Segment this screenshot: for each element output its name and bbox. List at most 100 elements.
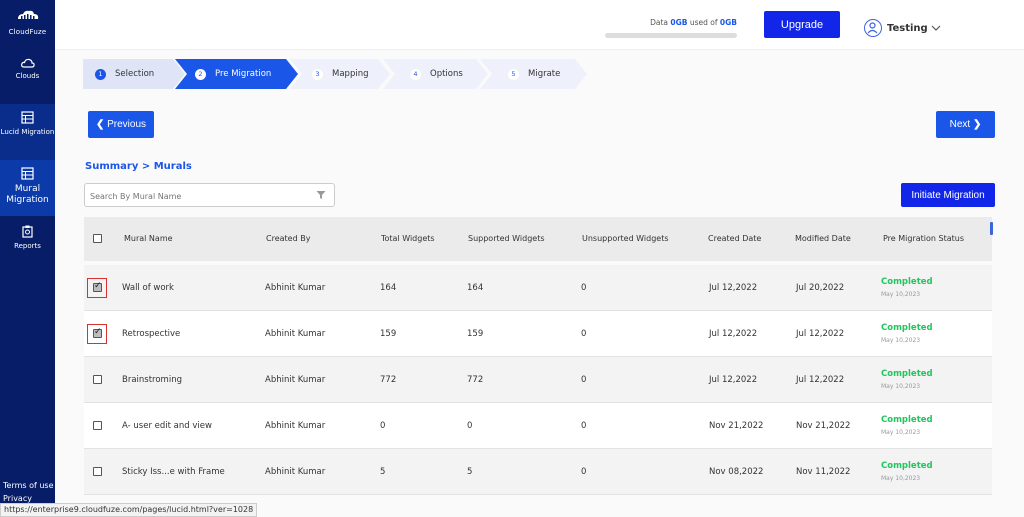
sidebar-item-label: Lucid Migration <box>0 128 55 136</box>
row-checkbox[interactable] <box>93 327 102 338</box>
step-number: 5 <box>508 68 519 80</box>
mural-name[interactable]: Sticky Iss...e with Frame <box>122 467 225 477</box>
row-checkbox[interactable] <box>93 421 102 430</box>
scrollbar-thumb[interactable] <box>990 222 993 235</box>
brand-logo[interactable]: CloudFuze <box>0 8 55 36</box>
column-header[interactable]: Pre Migration Status <box>883 234 965 243</box>
table-row[interactable]: Sticky Iss...e with Frame Abhinit Kumar … <box>84 449 992 495</box>
previous-button[interactable]: ❮ Previous <box>88 111 154 138</box>
initiate-migration-button[interactable]: Initiate Migration <box>901 183 995 207</box>
modified-date: Jul 12,2022 <box>796 375 845 385</box>
created-by: Abhinit Kumar <box>265 421 326 431</box>
select-all-checkbox[interactable] <box>93 234 102 243</box>
unsupported-widgets: 0 <box>581 375 587 385</box>
status: Completed May 10,2023 <box>881 277 933 298</box>
chevron-left-icon: ❮ <box>95 119 105 130</box>
sidebar-item-mural-migration[interactable]: Mural Migration <box>0 160 55 216</box>
board-icon <box>21 111 34 124</box>
row-checkbox[interactable] <box>93 375 102 384</box>
row-checkbox[interactable] <box>93 281 102 292</box>
status-date: May 10,2023 <box>881 429 921 436</box>
sidebar-item-lucid-migration[interactable]: Lucid Migration <box>0 104 55 160</box>
terms-link[interactable]: Terms of use <box>3 481 54 490</box>
table-row[interactable]: Wall of work Abhinit Kumar 164 164 0 Jul… <box>84 265 992 311</box>
table-row[interactable]: A- user edit and view Abhinit Kumar 0 0 … <box>84 403 992 449</box>
mural-name[interactable]: A- user edit and view <box>122 421 212 431</box>
supported-widgets: 0 <box>467 421 473 431</box>
table-row[interactable]: Retrospective Abhinit Kumar 159 159 0 Ju… <box>84 311 992 357</box>
step-label: Options <box>430 69 463 79</box>
status-date: May 10,2023 <box>881 475 921 482</box>
status-label: Completed <box>881 277 933 287</box>
upgrade-button[interactable]: Upgrade <box>764 11 840 38</box>
status: Completed May 10,2023 <box>881 461 933 482</box>
column-header[interactable]: Unsupported Widgets <box>582 234 669 243</box>
supported-widgets: 164 <box>467 283 484 293</box>
step-label: Mapping <box>332 69 369 79</box>
created-date: Nov 21,2022 <box>709 421 764 431</box>
created-by: Abhinit Kumar <box>265 467 326 477</box>
total-widgets: 0 <box>380 421 386 431</box>
user-name: Testing <box>887 22 928 34</box>
modified-date: Nov 11,2022 <box>796 467 851 477</box>
mural-name[interactable]: Wall of work <box>122 283 174 293</box>
sidebar-item-label: Mural Migration <box>6 184 49 205</box>
column-header[interactable]: Modified Date <box>795 234 851 243</box>
next-button[interactable]: Next ❯ <box>936 111 995 138</box>
clipboard-icon <box>22 225 33 238</box>
unsupported-widgets: 0 <box>581 421 587 431</box>
status-date: May 10,2023 <box>881 337 921 344</box>
usage-progress-bar <box>605 33 737 38</box>
data-usage-text: Data 0GB used of 0GB <box>605 18 737 27</box>
usage-used: 0GB <box>670 18 688 27</box>
created-date: Jul 12,2022 <box>709 375 758 385</box>
sidebar-item-reports[interactable]: Reports <box>0 225 55 255</box>
step-label: Migrate <box>528 69 561 79</box>
modified-date: Jul 20,2022 <box>796 283 845 293</box>
next-label: Next <box>949 119 971 130</box>
status-date: May 10,2023 <box>881 291 921 298</box>
header-gap <box>84 261 992 265</box>
status: Completed May 10,2023 <box>881 369 933 390</box>
step-migrate[interactable]: 5 Migrate <box>508 59 560 89</box>
unsupported-widgets: 0 <box>581 467 587 477</box>
breadcrumb[interactable]: Summary > Murals <box>85 161 192 172</box>
column-header[interactable]: Mural Name <box>124 234 173 243</box>
column-header[interactable]: Total Widgets <box>381 234 435 243</box>
chevron-down-icon <box>931 25 941 31</box>
user-menu[interactable]: Testing <box>864 18 941 38</box>
total-widgets: 159 <box>380 329 397 339</box>
top-bar <box>55 0 1024 50</box>
row-checkbox[interactable] <box>93 467 102 476</box>
column-header[interactable]: Created Date <box>708 234 762 243</box>
column-header[interactable]: Supported Widgets <box>468 234 545 243</box>
step-pre-migration[interactable]: 2 Pre Migration <box>195 59 271 89</box>
mural-name[interactable]: Brainstroming <box>122 375 182 385</box>
previous-label: Previous <box>107 119 147 130</box>
status-date: May 10,2023 <box>881 383 921 390</box>
created-by: Abhinit Kumar <box>265 283 326 293</box>
filter-icon[interactable] <box>316 190 326 200</box>
step-mapping[interactable]: 3 Mapping <box>312 59 368 89</box>
mural-name[interactable]: Retrospective <box>122 329 181 339</box>
selection-highlight <box>87 324 107 344</box>
search-box[interactable] <box>84 183 335 208</box>
chevron-right-icon: ❯ <box>972 119 982 130</box>
step-options[interactable]: 4 Options <box>410 59 463 89</box>
murals-table: Mural Name Created By Total Widgets Supp… <box>84 217 992 495</box>
column-header[interactable]: Created By <box>266 234 311 243</box>
status-label: Completed <box>881 323 933 333</box>
step-selection[interactable]: 1 Selection <box>95 59 154 89</box>
sidebar: CloudFuze Clouds Lucid Migration Mural M… <box>0 0 55 517</box>
cloud-icon <box>20 58 35 68</box>
board-icon <box>21 167 34 180</box>
status-label: Completed <box>881 461 933 471</box>
created-by: Abhinit Kumar <box>265 329 326 339</box>
search-input[interactable] <box>90 185 300 208</box>
main-content: 1 Selection 2 Pre Migration 3 Mapping 4 … <box>55 50 1024 517</box>
created-date: Jul 12,2022 <box>709 283 758 293</box>
status-label: Completed <box>881 369 933 379</box>
status: Completed May 10,2023 <box>881 323 933 344</box>
sidebar-item-clouds[interactable]: Clouds <box>0 58 55 94</box>
table-row[interactable]: Brainstroming Abhinit Kumar 772 772 0 Ju… <box>84 357 992 403</box>
